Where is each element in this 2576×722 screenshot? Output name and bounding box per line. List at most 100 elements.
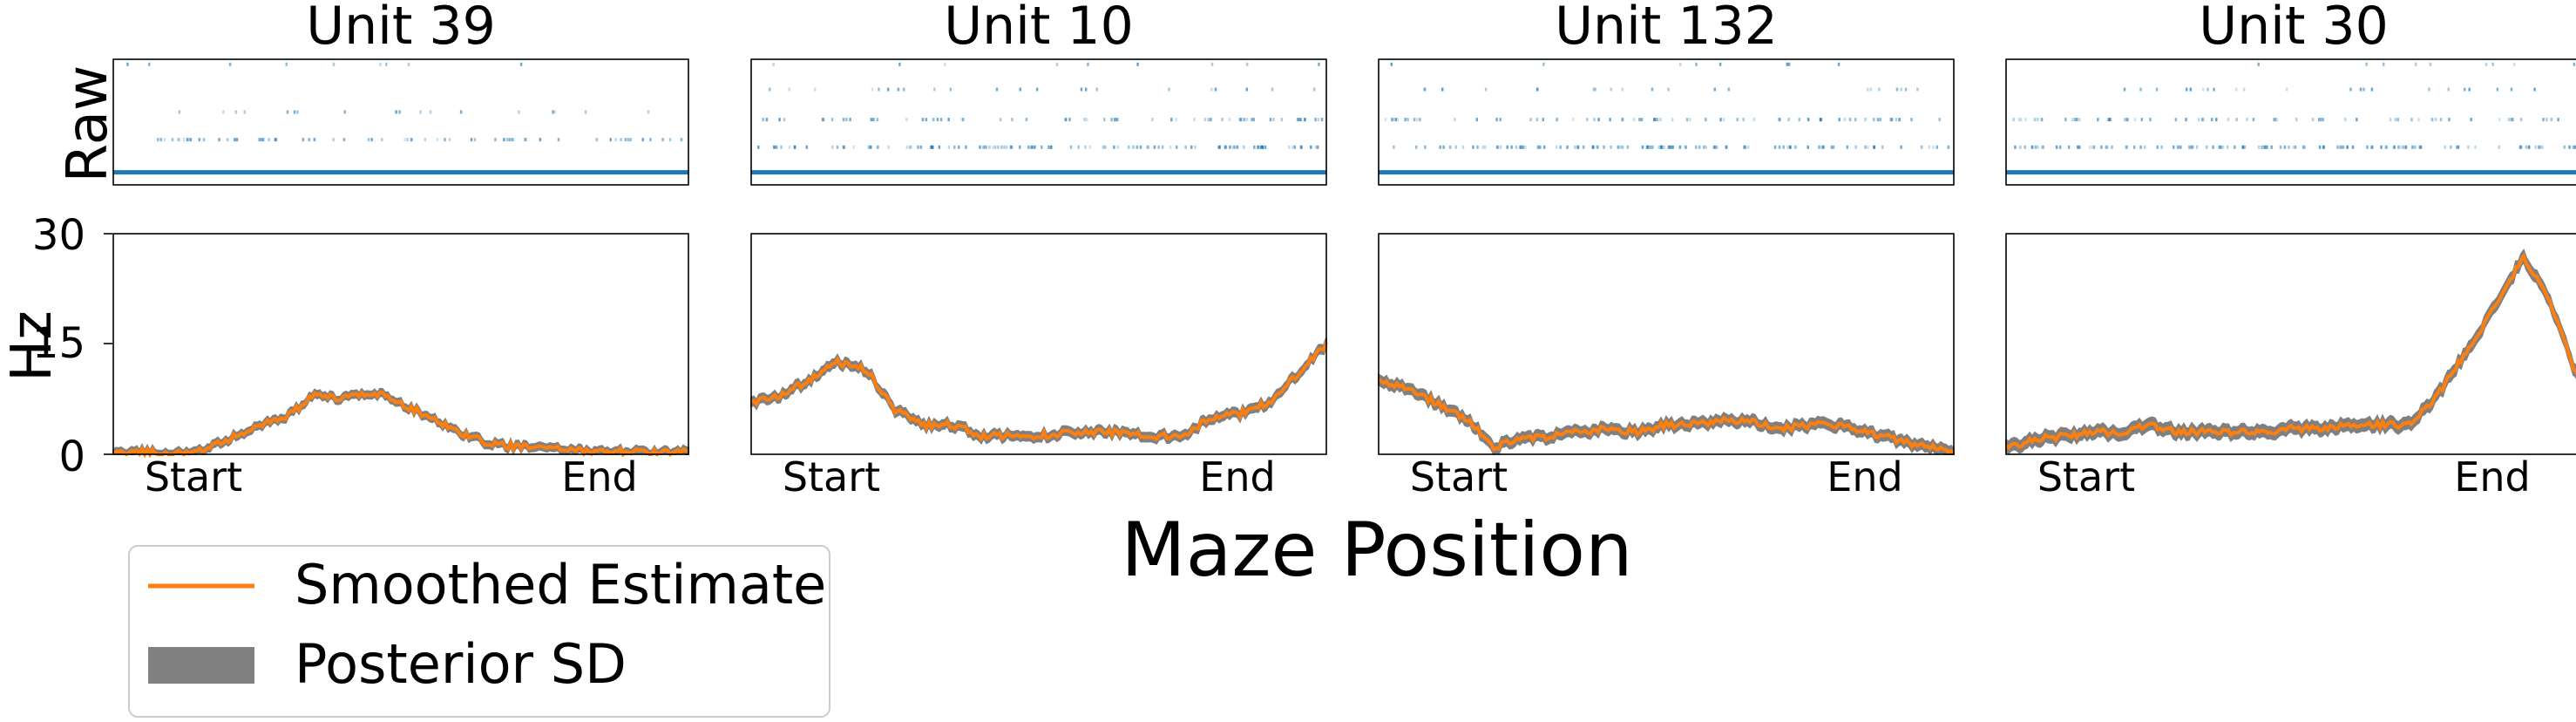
raster-spike (1114, 118, 1116, 122)
raster-spike (1821, 145, 1824, 149)
raster-spike (2185, 118, 2187, 122)
raster-spike (2105, 145, 2109, 149)
raster-spike (1495, 145, 1499, 149)
raster-spike (1253, 145, 1256, 149)
raster-spike (1224, 145, 1227, 149)
raster-spike (1744, 145, 1747, 149)
raster-spike (1252, 118, 1255, 122)
raster-spike (2496, 87, 2499, 92)
raster-spike (960, 118, 963, 122)
raster-spike (2030, 145, 2034, 149)
raster-spike (1597, 118, 1600, 122)
raster-spike (921, 118, 925, 122)
raster-spike (429, 110, 432, 114)
raster-spike (1670, 145, 1672, 149)
raster-spike (2545, 118, 2548, 122)
raster-spike (2573, 145, 2576, 149)
raster-spike (508, 138, 512, 142)
raster-spike (1127, 145, 1130, 149)
raster-spike (1904, 87, 1908, 92)
raster-spike (2356, 118, 2358, 122)
raster-spike (2346, 145, 2349, 149)
raster-spike (2012, 118, 2015, 122)
raster-spike (887, 145, 890, 149)
raster-spike (1632, 118, 1636, 122)
raster-spike (1838, 118, 1840, 122)
raster-spike (2220, 145, 2223, 149)
raster-spike (1010, 145, 1013, 149)
raster-spike (1396, 118, 1399, 122)
smoothed-estimate-line (112, 390, 689, 459)
raster-spike (1005, 145, 1008, 149)
raster-spike (1407, 118, 1409, 122)
raster-spike (1312, 87, 1316, 92)
raster-spike (1003, 145, 1006, 149)
raster-spike (2384, 145, 2387, 149)
raster-spike (996, 145, 999, 149)
raster-spike (2132, 145, 2136, 149)
raster-spike (2541, 145, 2545, 149)
raster-spike (1245, 87, 1248, 92)
raster-spike (1684, 145, 1687, 149)
raster-spike (202, 138, 206, 142)
raster-spike (1788, 62, 1791, 66)
raster-spike (2257, 62, 2261, 66)
raster-spike (2055, 145, 2058, 149)
raster-spike (1566, 145, 1569, 149)
raster-spike (2322, 145, 2325, 149)
raster-spike (1116, 145, 1119, 149)
raster-spike (2133, 118, 2137, 122)
raster-spike (1414, 145, 1418, 149)
raster-spike (1787, 118, 1790, 122)
raster-spike (2071, 118, 2074, 122)
raster-spike (845, 118, 848, 122)
raster-spike (1049, 145, 1053, 149)
raster-spike (867, 145, 871, 149)
raster-spike (343, 110, 346, 114)
raster-spike (2210, 118, 2213, 122)
raster-spike (2430, 118, 2434, 122)
raster-spike (1778, 118, 1781, 122)
raster-spike (1495, 118, 1498, 122)
raster-spike (627, 138, 630, 142)
raster-spike (1736, 118, 1739, 122)
raster-spike (2389, 118, 2392, 122)
raster-spike (2518, 145, 2522, 149)
smoothed-estimate-line (1377, 378, 1956, 455)
raster-spike (2512, 62, 2516, 66)
raster-spike (1685, 145, 1687, 149)
raster-spike (1596, 145, 1598, 149)
raster-spike (218, 138, 220, 142)
raster-spike (1695, 62, 1698, 66)
raster-spike (836, 145, 839, 149)
raster-spike (1034, 145, 1036, 149)
raster-spike (385, 62, 388, 66)
raster-spike (2058, 145, 2062, 149)
raster-spike (1018, 145, 1021, 149)
raster-spike (1210, 87, 1213, 92)
raster-spike (1895, 118, 1898, 122)
raster-spike (2385, 145, 2388, 149)
raster-spike (2156, 145, 2159, 149)
raster-spike (852, 145, 855, 149)
raster-spike (1392, 118, 1395, 122)
smoothed-estimate-line (2004, 252, 2576, 450)
raster-spike (1423, 87, 1427, 92)
raster-spike (921, 118, 925, 122)
raw-frame (112, 58, 689, 186)
raster-spike (2078, 145, 2081, 149)
raster-spike (2370, 145, 2374, 149)
raster-spike (1659, 118, 1662, 122)
raster-spike (1297, 118, 1299, 122)
raster-spike (2394, 118, 2397, 122)
raster-spike (1542, 118, 1544, 122)
raster-spike (2349, 87, 2352, 92)
raster-spike (2234, 87, 2238, 92)
raster-spike (2195, 145, 2199, 149)
raster-spike (235, 138, 239, 142)
raster-spike (2527, 145, 2531, 149)
raster-spike (1115, 118, 1118, 122)
raster-spike (1280, 118, 1284, 122)
raster-spike (2396, 118, 2400, 122)
raster-spike (595, 138, 599, 142)
